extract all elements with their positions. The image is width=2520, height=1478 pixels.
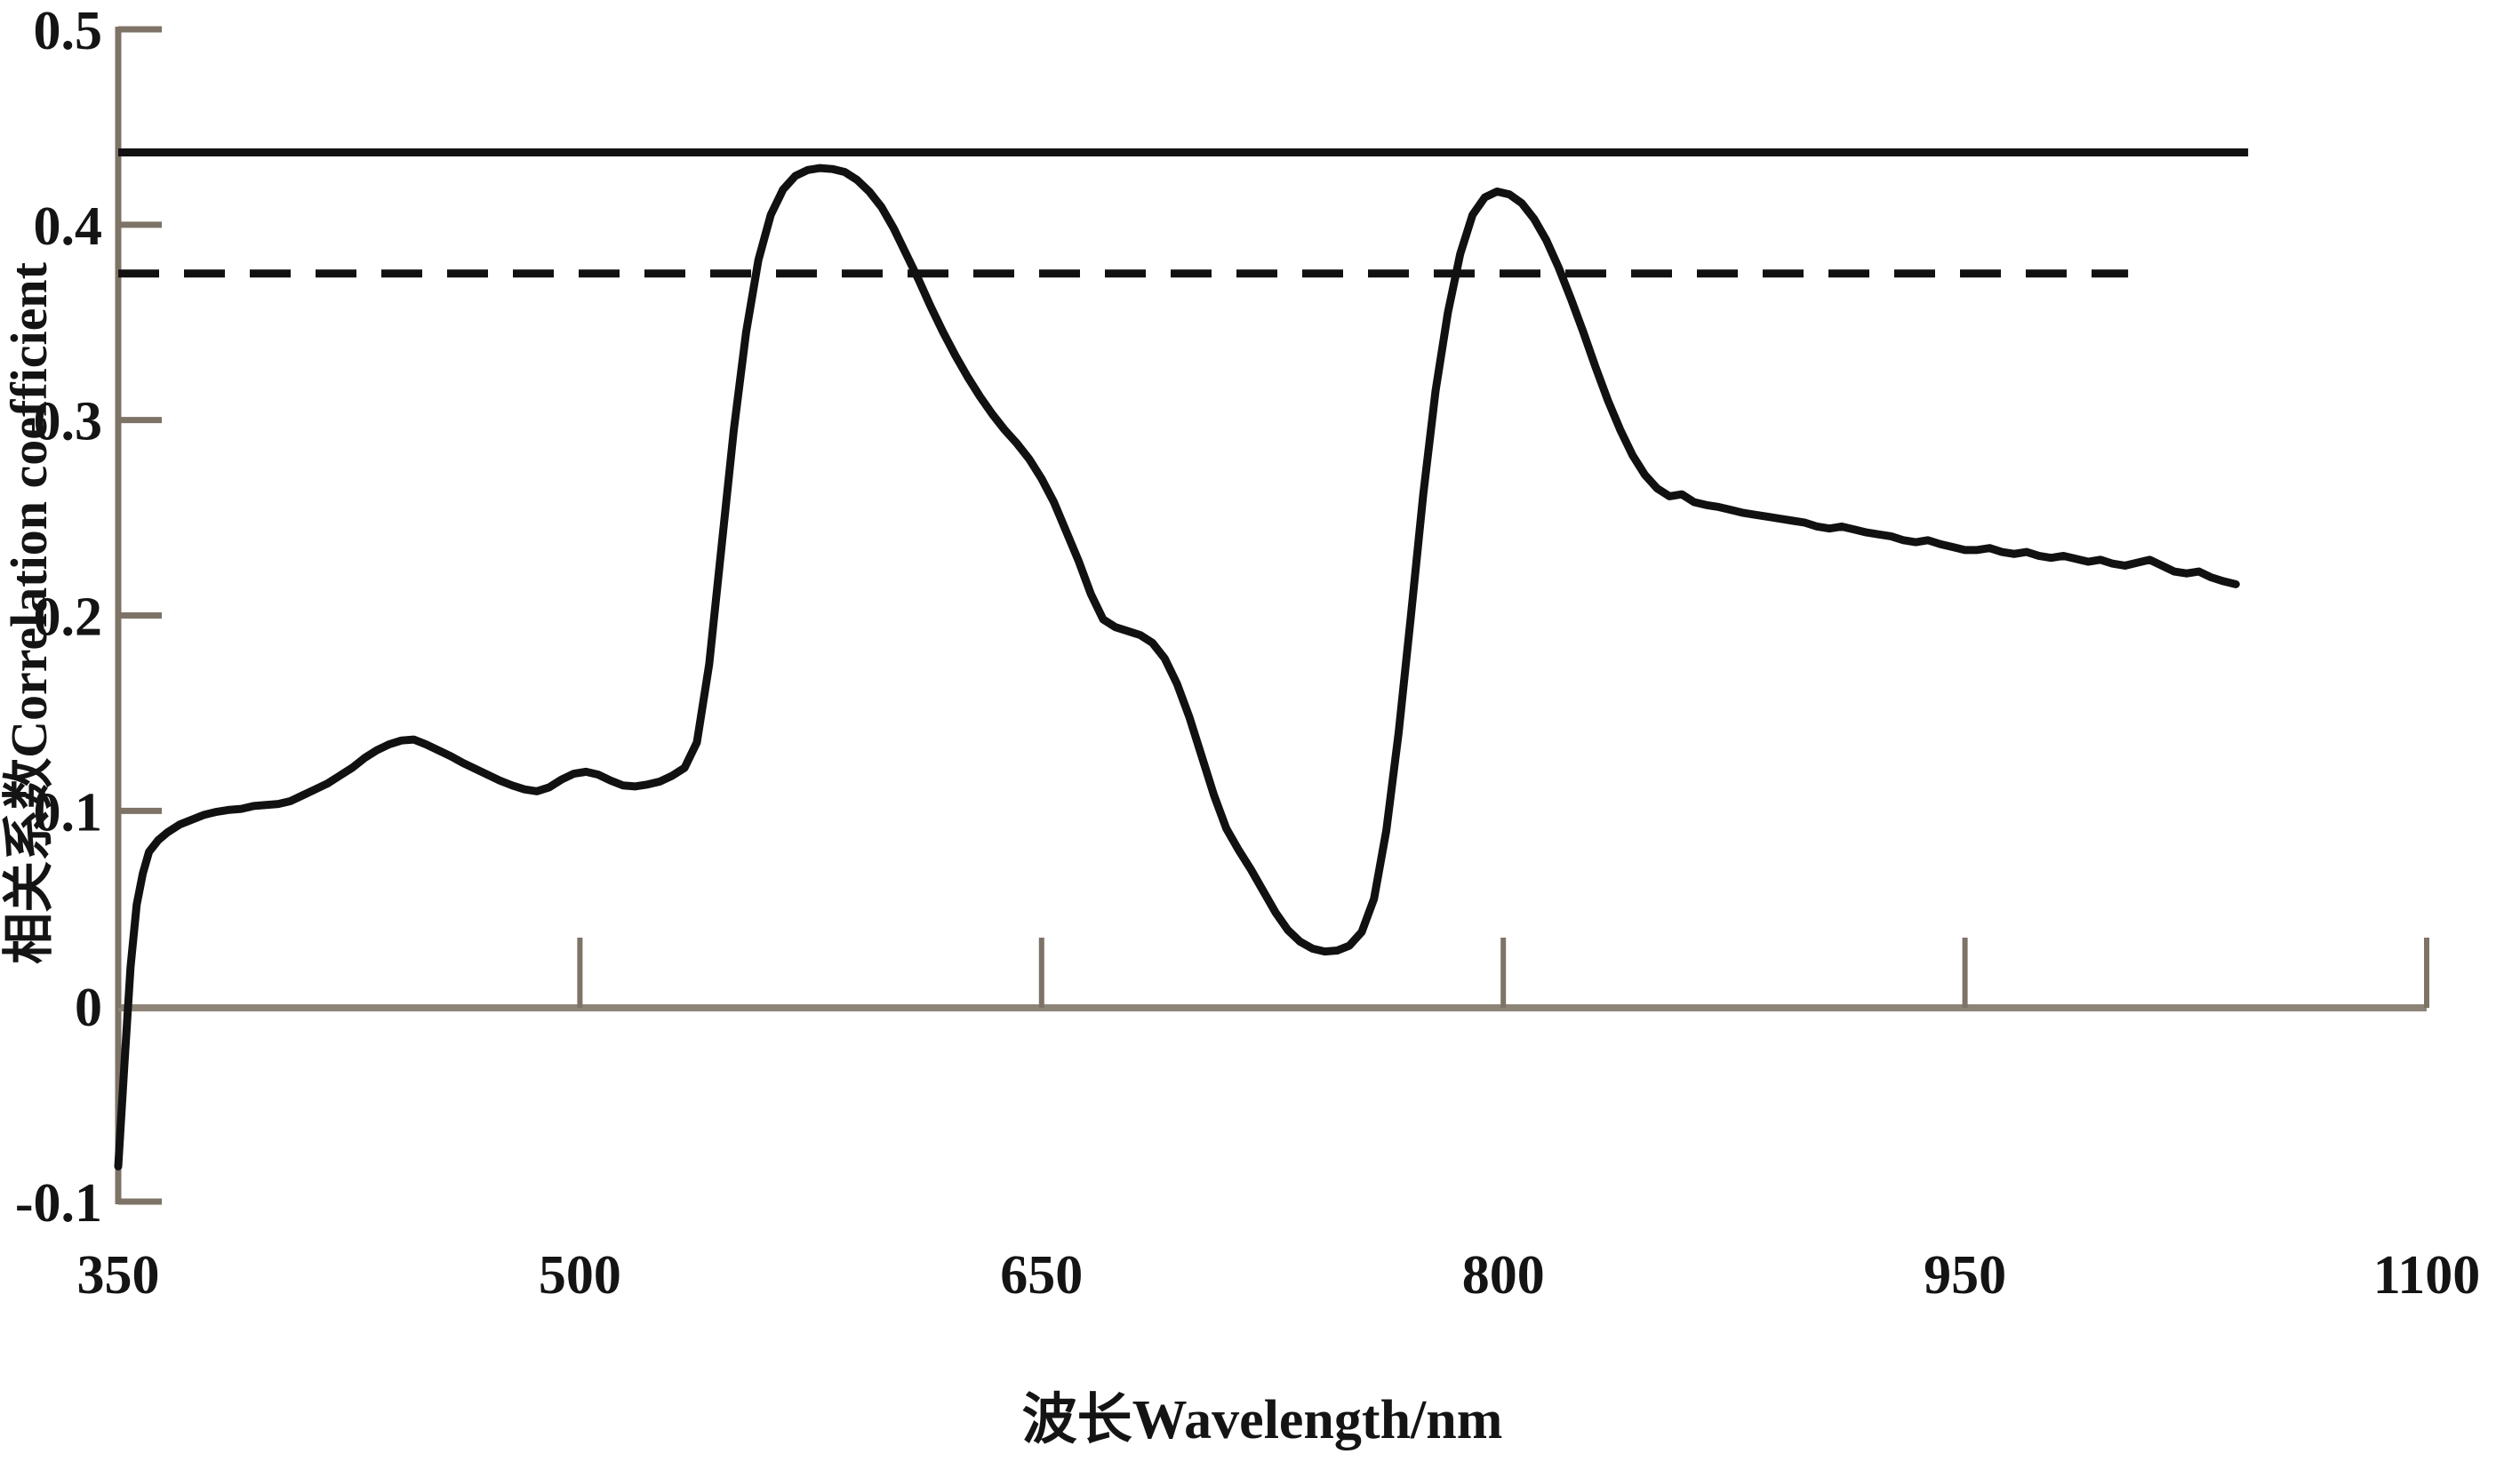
x-tick-label: 1100: [2373, 1245, 2481, 1306]
y-tick-label: 0.5: [34, 1, 103, 61]
x-tick-label: 800: [1462, 1245, 1545, 1306]
x-axis-tick-labels: 350 500 650 800 950 1100: [77, 1245, 2481, 1306]
reference-lines: [118, 148, 2249, 278]
x-tick-label: 650: [1000, 1245, 1083, 1306]
x-axis-title: 波长Wavelength/nm: [1022, 1389, 1503, 1450]
x-tick-label: 500: [539, 1245, 621, 1306]
x-tick-label: 950: [1924, 1245, 2006, 1306]
data-series: [114, 164, 2240, 1170]
y-axis-ticks: [118, 26, 162, 1205]
x-tick-label: 350: [77, 1245, 160, 1306]
y-tick-label: 0.2: [34, 587, 103, 648]
y-axis-tick-labels: 0.5 0.4 0.3 0.2 0.1 0 -0.1: [15, 1, 102, 1234]
y-axis-title: 相关系数Correlation coefficient: [0, 261, 58, 963]
y-tick-label: 0: [75, 978, 102, 1038]
y-tick-label: 0.1: [34, 782, 103, 843]
y-tick-label: -0.1: [15, 1173, 102, 1234]
y-tick-label: 0.4: [34, 196, 103, 257]
series-line: [114, 164, 2240, 1170]
y-tick-label: 0.3: [34, 392, 103, 452]
x-axis-ticks: [116, 938, 2429, 1008]
